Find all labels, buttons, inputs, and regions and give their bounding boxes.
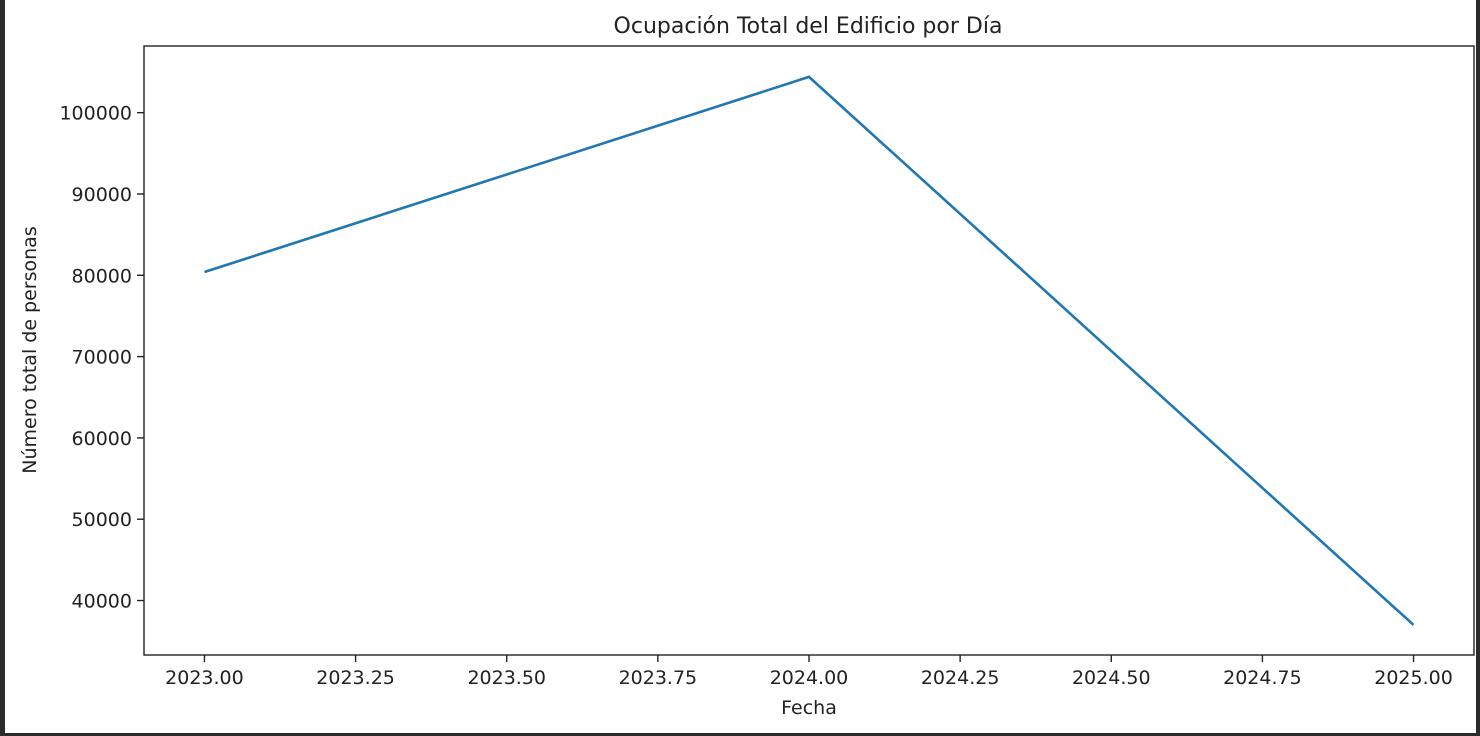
y-tick-label: 50000	[72, 509, 132, 531]
x-axis-label: Fecha	[781, 697, 837, 719]
x-axis-ticks: 2023.00 2023.25 2023.50 2023.75 2024.00 2024.…	[165, 655, 1453, 689]
y-tick-label: 90000	[72, 184, 132, 206]
y-tick-label: 100000	[59, 103, 132, 125]
y-axis-label: Número total de personas	[19, 226, 41, 473]
x-tick-label: 2023.25	[316, 667, 395, 689]
y-tick-label: 70000	[72, 347, 132, 369]
plot-area	[143, 45, 1475, 656]
chart-title: Ocupación Total del Edificio por Día	[614, 14, 1003, 39]
x-tick-label: 2024.00	[770, 667, 849, 689]
x-tick-label: 2024.75	[1223, 667, 1302, 689]
x-tick-label: 2023.75	[619, 667, 698, 689]
series-group	[204, 75, 1415, 626]
x-tick-label: 2023.50	[467, 667, 546, 689]
window-frame-left	[0, 0, 5, 736]
y-axis-ticks: 40000 50000 60000 70000 80000 90000 100000	[59, 103, 144, 613]
x-tick-label: 2024.25	[921, 667, 1000, 689]
window-frame-bottom	[0, 733, 1480, 736]
x-tick-label: 2024.50	[1072, 667, 1151, 689]
window-frame-right	[1476, 0, 1480, 736]
x-tick-label: 2023.00	[165, 667, 244, 689]
y-tick-label: 60000	[72, 428, 132, 450]
x-tick-label: 2025.00	[1374, 667, 1453, 689]
y-tick-label: 80000	[72, 265, 132, 287]
y-tick-label: 40000	[72, 591, 132, 613]
series-line	[204, 75, 1415, 626]
